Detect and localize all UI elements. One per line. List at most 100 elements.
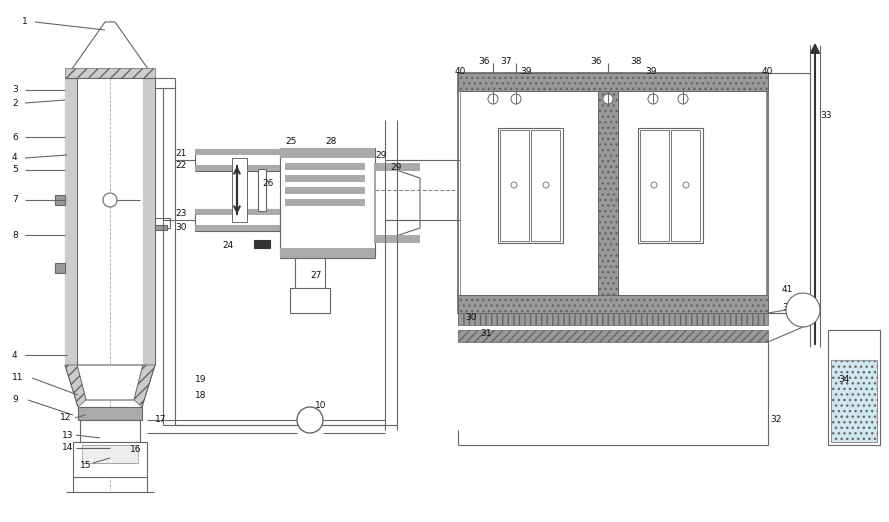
Text: 19: 19 [195,375,206,385]
Text: 29: 29 [375,150,387,160]
Bar [671,130,700,241]
Text: 10: 10 [315,400,326,409]
Bar [290,288,330,313]
Polygon shape [65,365,86,407]
Circle shape [683,182,689,188]
Bar [295,258,325,293]
Bar [65,68,155,78]
Bar [285,199,365,206]
Text: 36: 36 [478,57,490,66]
Text: 35: 35 [782,303,794,313]
Bar [375,163,420,171]
Bar [531,130,560,241]
Bar [460,91,598,295]
Bar [598,91,618,295]
Text: 4: 4 [12,350,18,360]
Bar [82,445,138,463]
Text: 21: 21 [175,148,187,158]
Text: 17: 17 [155,416,166,424]
Text: 15: 15 [80,460,92,469]
Bar [458,330,768,342]
Bar [80,420,140,442]
Text: 39: 39 [520,67,532,77]
Circle shape [603,94,613,104]
Circle shape [648,94,658,104]
Bar [195,209,280,231]
Bar [195,209,280,215]
Bar [232,158,247,222]
Polygon shape [134,365,155,407]
Bar [618,91,766,295]
Text: 32: 32 [770,416,781,424]
Bar [143,78,155,365]
Bar [640,130,669,241]
Circle shape [786,293,820,327]
Text: 30: 30 [465,314,477,323]
Bar [195,149,280,171]
Text: 36: 36 [590,57,602,66]
Text: 1: 1 [22,18,28,27]
Bar [280,248,375,258]
Circle shape [297,407,323,433]
Text: 3: 3 [12,86,18,94]
Text: 24: 24 [222,241,233,250]
Text: 22: 22 [175,160,187,170]
Bar [831,360,877,442]
Bar [195,225,280,231]
Text: 40: 40 [455,67,467,77]
Bar [458,73,768,91]
Text: 14: 14 [62,444,74,453]
Bar [155,218,170,228]
Bar [254,240,270,248]
Bar [458,313,768,325]
Bar [55,195,65,205]
Text: 26: 26 [262,179,274,187]
Text: 6: 6 [12,133,18,141]
Bar [258,169,266,211]
Bar [285,175,365,182]
Bar [375,235,420,243]
Circle shape [678,94,688,104]
Text: 40: 40 [762,67,773,77]
Bar [828,330,880,445]
Bar [78,407,142,420]
Bar [282,158,373,203]
Bar [280,148,375,258]
Bar [73,442,147,477]
Circle shape [511,182,517,188]
Text: 4: 4 [12,153,18,162]
Bar [195,149,280,155]
Circle shape [488,94,498,104]
Text: 16: 16 [130,445,141,455]
Bar [195,165,280,171]
Text: 29: 29 [390,163,401,172]
Text: 7: 7 [12,196,18,205]
Circle shape [103,193,117,207]
Bar [638,128,703,243]
Bar [285,187,365,194]
Bar [458,295,768,313]
Text: 2: 2 [12,99,18,108]
Circle shape [543,182,549,188]
Bar [55,263,65,273]
Bar [458,73,768,313]
Circle shape [651,182,657,188]
Text: 28: 28 [325,137,336,147]
Text: 25: 25 [285,137,296,147]
Bar [65,78,77,365]
Polygon shape [67,22,153,76]
Text: 23: 23 [175,208,187,218]
Text: 39: 39 [645,67,656,77]
Text: 5: 5 [12,165,18,174]
Text: 18: 18 [195,390,206,399]
Text: 12: 12 [60,413,71,422]
Bar [498,128,563,243]
Text: 9: 9 [12,396,18,405]
Polygon shape [77,365,143,400]
Text: 13: 13 [62,431,74,440]
Text: 33: 33 [820,111,831,120]
Bar [77,78,143,365]
Bar [285,163,365,170]
Text: 31: 31 [480,328,492,338]
Text: 34: 34 [838,375,849,385]
